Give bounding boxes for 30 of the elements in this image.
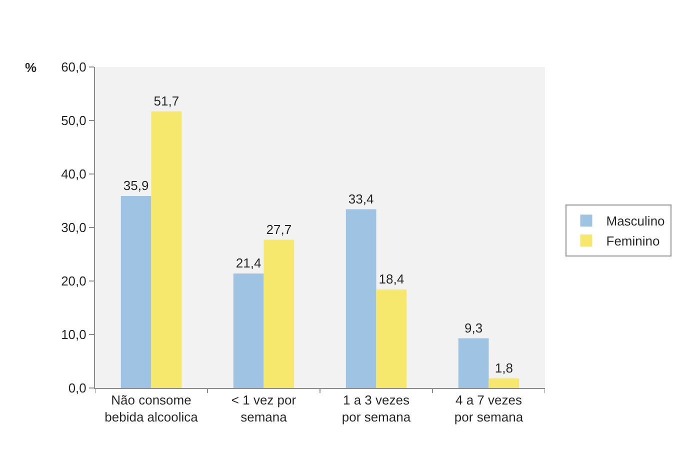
data-label: 27,7 xyxy=(266,222,292,237)
data-label: 33,4 xyxy=(348,191,374,206)
bar xyxy=(120,196,152,388)
legend-label: Masculino xyxy=(606,214,665,229)
data-label: 35,9 xyxy=(123,178,149,193)
y-tick-label: 40,0 xyxy=(61,166,86,182)
x-tick-label: 4 a 7 vezes por semana xyxy=(454,392,524,424)
bar xyxy=(346,209,376,388)
bar xyxy=(264,240,294,388)
y-axis-title: % xyxy=(25,60,37,75)
data-label: 18,4 xyxy=(378,272,404,287)
y-tick-label: 20,0 xyxy=(61,274,86,289)
y-tick-label: 60,0 xyxy=(61,60,86,75)
y-tick-label: 30,0 xyxy=(61,220,86,236)
legend-label: Feminino xyxy=(606,234,660,249)
bar xyxy=(233,274,264,388)
x-tick-label: Não consome bebida alcoolica xyxy=(104,392,199,424)
bar xyxy=(376,290,407,388)
x-tick-label: < 1 vez por semana xyxy=(231,392,297,424)
bar xyxy=(458,338,489,388)
data-label: 21,4 xyxy=(236,256,262,271)
bar xyxy=(488,378,520,388)
x-tick-label: 1 a 3 vezes por semana xyxy=(342,392,412,424)
y-tick-label: 0,0 xyxy=(68,380,86,396)
bar xyxy=(151,111,182,388)
data-label: 9,3 xyxy=(464,320,483,336)
data-label: 51,7 xyxy=(154,93,180,108)
y-tick-label: 50,0 xyxy=(61,113,86,128)
y-tick-label: 10,0 xyxy=(61,327,86,342)
data-label: 1,8 xyxy=(494,360,513,376)
